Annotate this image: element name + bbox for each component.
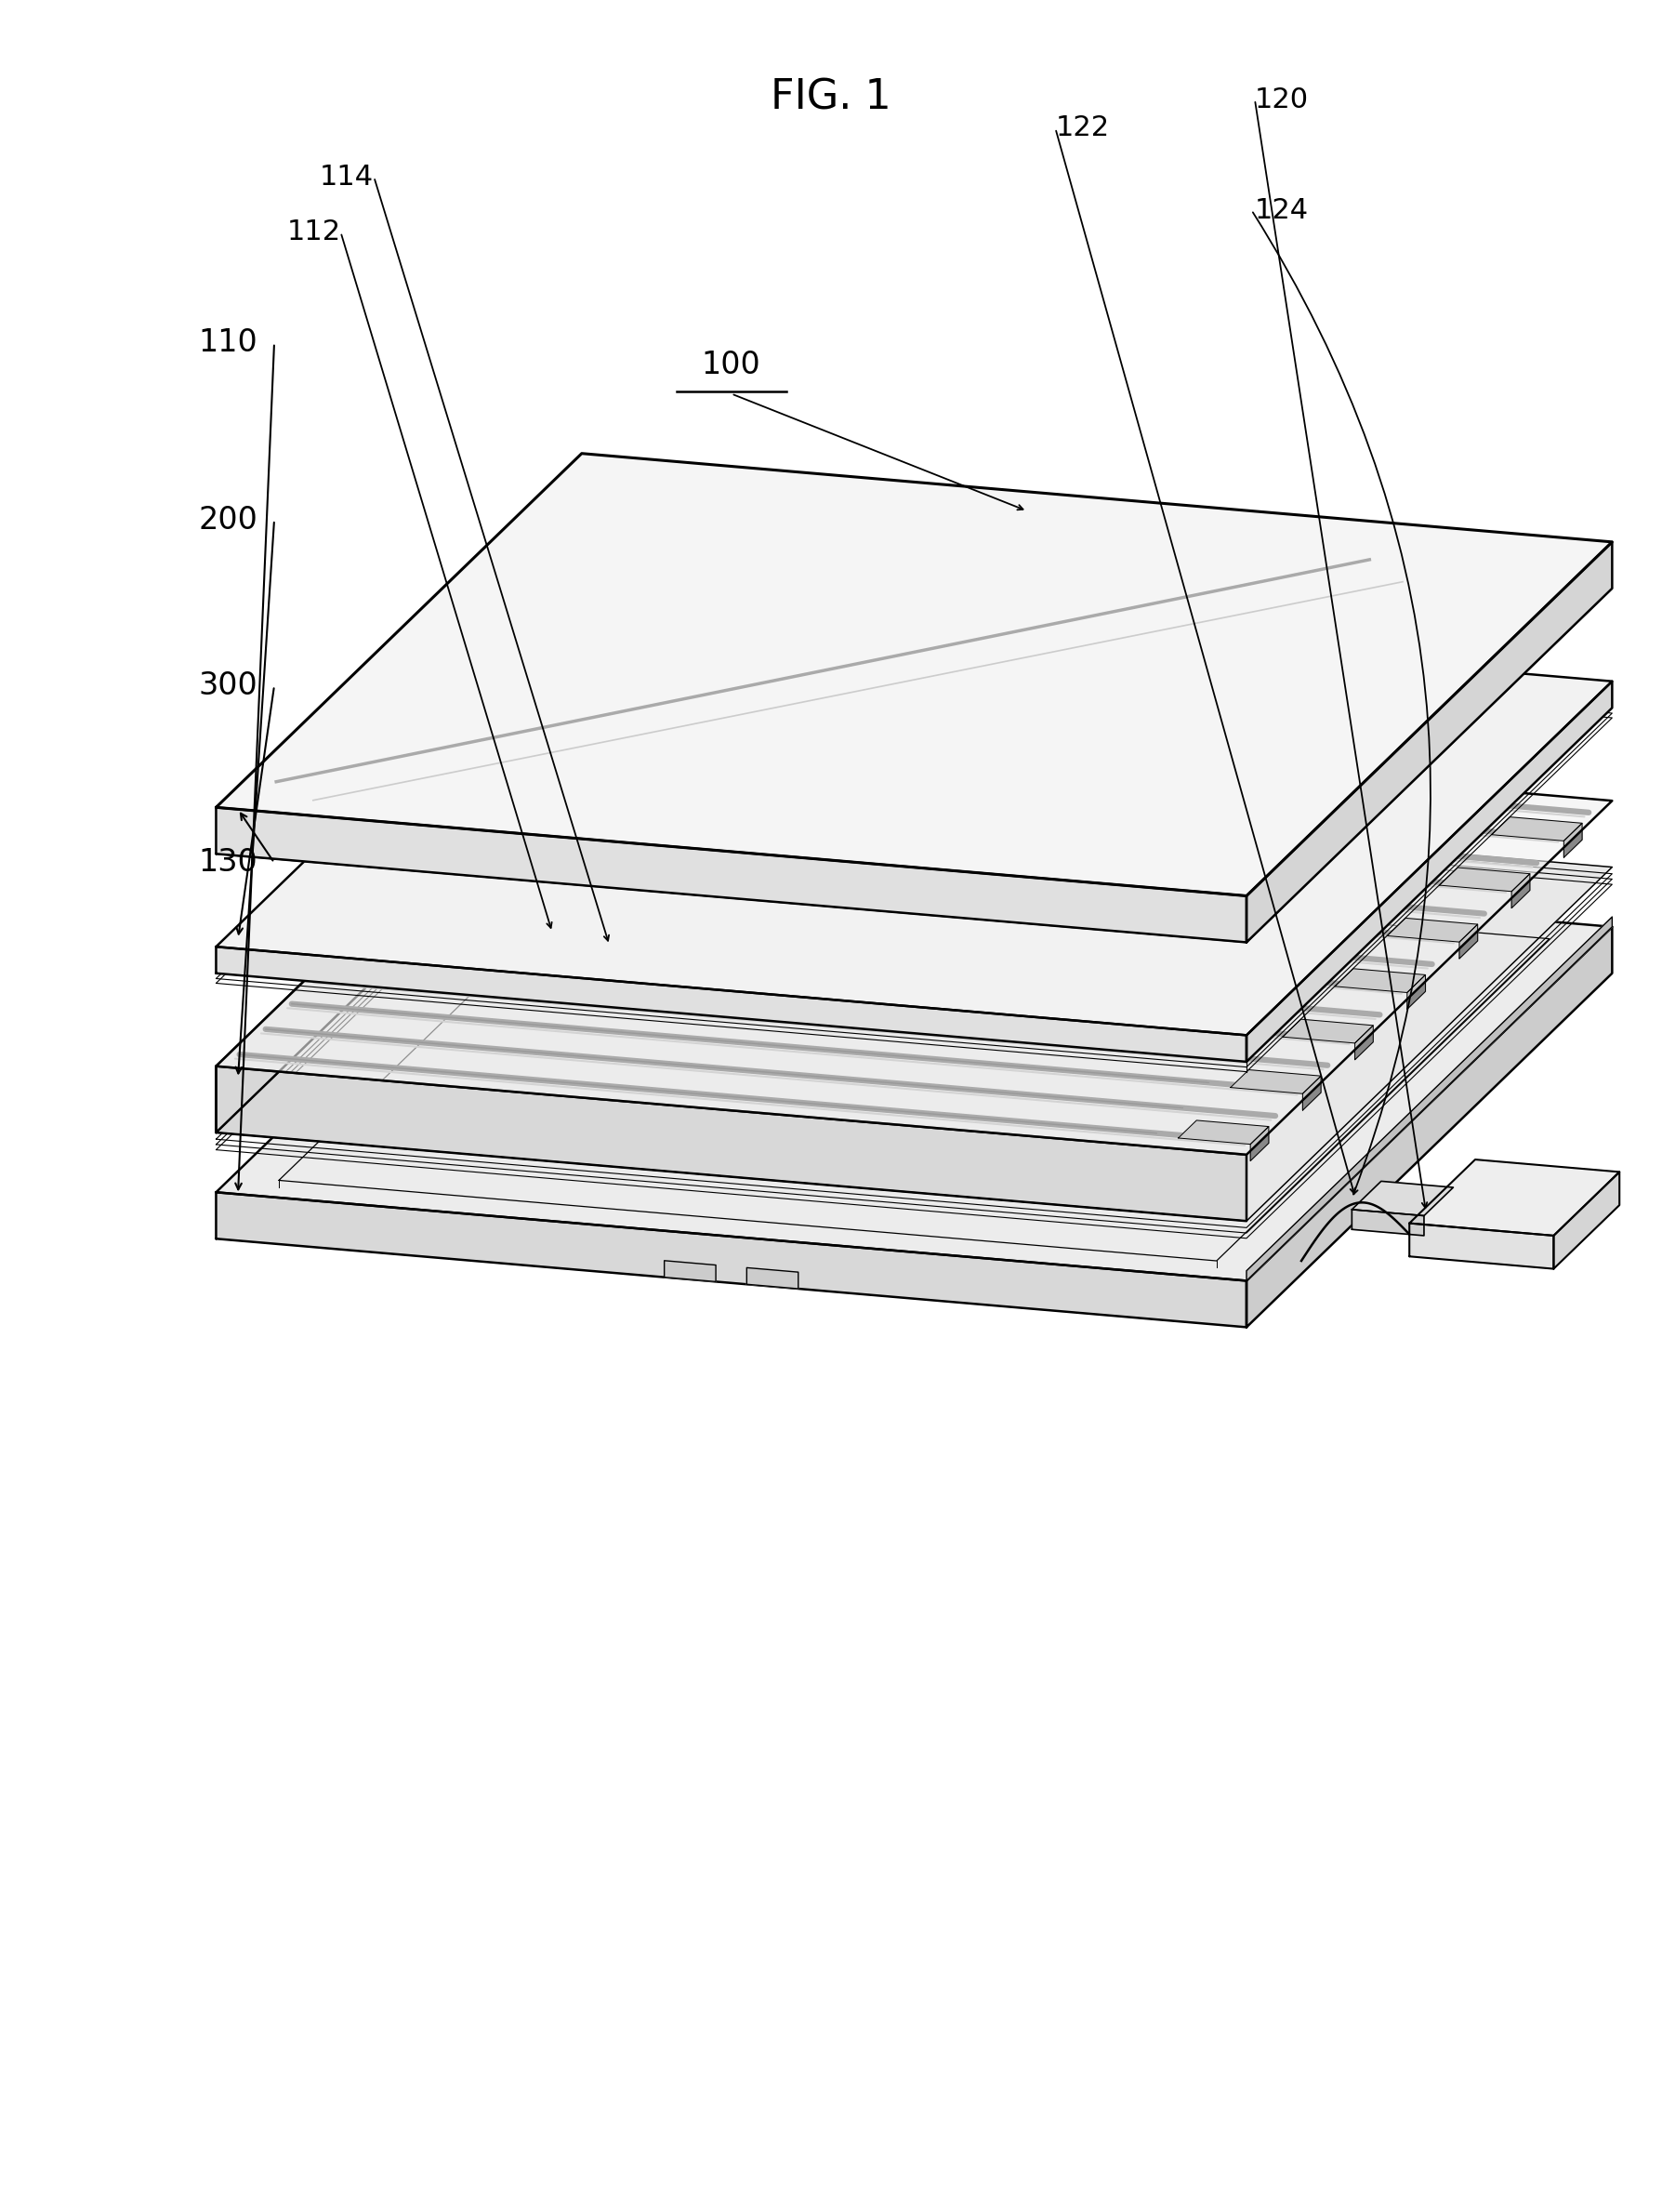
Polygon shape bbox=[216, 712, 582, 1133]
Text: 124: 124 bbox=[1255, 197, 1310, 223]
Polygon shape bbox=[1459, 925, 1478, 958]
Polygon shape bbox=[1335, 969, 1426, 993]
Polygon shape bbox=[1409, 1159, 1619, 1237]
Text: 122: 122 bbox=[1055, 115, 1110, 142]
Polygon shape bbox=[1564, 823, 1582, 858]
Polygon shape bbox=[1409, 1223, 1554, 1270]
Text: 114: 114 bbox=[319, 164, 374, 190]
Polygon shape bbox=[1554, 1172, 1619, 1270]
Polygon shape bbox=[1246, 916, 1612, 1281]
Polygon shape bbox=[216, 712, 1612, 1155]
Polygon shape bbox=[1178, 1119, 1268, 1144]
Polygon shape bbox=[1250, 1126, 1268, 1161]
Polygon shape bbox=[1230, 1071, 1321, 1093]
Polygon shape bbox=[216, 807, 1246, 942]
Polygon shape bbox=[216, 838, 1612, 1281]
Polygon shape bbox=[1512, 874, 1529, 907]
Polygon shape bbox=[746, 1267, 798, 1290]
Polygon shape bbox=[1439, 867, 1529, 891]
Text: FIG. 1: FIG. 1 bbox=[771, 77, 891, 117]
Polygon shape bbox=[1246, 927, 1612, 1327]
Polygon shape bbox=[1388, 918, 1478, 942]
Polygon shape bbox=[1355, 1026, 1373, 1060]
Polygon shape bbox=[216, 1192, 1246, 1327]
Text: 100: 100 bbox=[701, 349, 761, 380]
Polygon shape bbox=[1303, 1075, 1321, 1110]
Polygon shape bbox=[216, 779, 1612, 1221]
Text: 300: 300 bbox=[198, 670, 258, 701]
Text: 110: 110 bbox=[198, 327, 258, 358]
Polygon shape bbox=[216, 1066, 1246, 1221]
Polygon shape bbox=[1492, 816, 1582, 841]
Text: 200: 200 bbox=[198, 504, 258, 535]
Polygon shape bbox=[1351, 1210, 1424, 1237]
Polygon shape bbox=[1351, 1181, 1453, 1217]
Text: 120: 120 bbox=[1255, 86, 1310, 113]
Polygon shape bbox=[1246, 681, 1612, 1062]
Polygon shape bbox=[216, 500, 1612, 942]
Text: 112: 112 bbox=[286, 219, 341, 246]
Polygon shape bbox=[216, 593, 1612, 1035]
Polygon shape bbox=[1408, 975, 1426, 1009]
Polygon shape bbox=[216, 453, 1612, 896]
Polygon shape bbox=[216, 947, 1246, 1062]
Polygon shape bbox=[665, 1261, 716, 1281]
Polygon shape bbox=[1246, 542, 1612, 942]
Text: 130: 130 bbox=[198, 847, 258, 878]
Polygon shape bbox=[1283, 1020, 1373, 1044]
